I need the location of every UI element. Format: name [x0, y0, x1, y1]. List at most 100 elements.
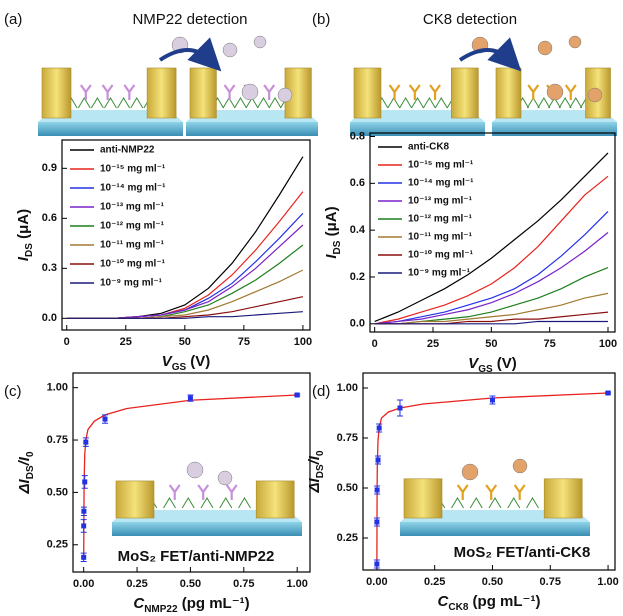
legend-label: 10⁻¹⁵ mg ml⁻¹ [100, 164, 166, 175]
label-part: /I [16, 456, 33, 466]
y-tick-label: 0.50 [337, 482, 358, 494]
data-point [605, 390, 611, 396]
lattice [507, 497, 521, 509]
data-line [374, 292, 609, 325]
data-point [376, 425, 382, 431]
lattice [451, 497, 464, 509]
axes-frame [72, 372, 311, 573]
inset-label: MoS₂ FET/anti-CK8 [454, 544, 591, 561]
data-line [374, 211, 609, 325]
label-part: (pg mL⁻¹) [468, 593, 540, 610]
label-part: DS [24, 243, 35, 257]
lattice [488, 497, 502, 509]
x-tick-label: 0.25 [126, 578, 147, 590]
y-tick-label: 0.75 [47, 434, 68, 446]
device-illustration [112, 480, 302, 536]
lattice [163, 497, 176, 509]
antibody [263, 84, 276, 100]
legend-label: 10⁻¹¹ mg ml⁻¹ [408, 232, 473, 243]
label-part: CK8 [448, 602, 468, 613]
label-part: V [468, 355, 480, 372]
lattice [569, 97, 583, 109]
biomarker [546, 83, 564, 101]
substrate [492, 122, 617, 136]
electrode [189, 67, 217, 119]
lattice [422, 97, 436, 109]
lattice [238, 497, 251, 509]
electrode [450, 67, 479, 119]
x-tick-label: 50 [179, 336, 191, 348]
antibody [197, 484, 210, 500]
lattice [77, 97, 91, 109]
antibody [429, 84, 441, 100]
substrate-top [400, 510, 590, 522]
antibody [225, 484, 238, 500]
x-tick-label: 0.75 [540, 576, 561, 588]
panel-title: CK8 detection [423, 11, 517, 28]
electrode [146, 67, 177, 119]
arrow [458, 37, 522, 72]
substrate-top [38, 110, 183, 122]
antibody [223, 84, 236, 100]
x-tick-label: 0.75 [233, 578, 254, 590]
lattice [219, 497, 233, 509]
data-point [294, 392, 300, 398]
lattice [117, 97, 131, 109]
label-part: C [438, 593, 450, 610]
x-axis-label: VGS (V) [162, 353, 211, 373]
x-axis-label: CCK8 (pg mL⁻¹) [438, 593, 541, 613]
panel-label: (b) [312, 11, 330, 28]
label-part: DS [25, 465, 36, 479]
label-part: I [15, 256, 32, 261]
legend-label: 10⁻¹² mg ml⁻¹ [100, 221, 165, 232]
lattice [130, 97, 144, 109]
electrode [353, 67, 382, 119]
label-part: (μA) [323, 206, 340, 240]
arrow [158, 37, 222, 72]
biomarker [186, 461, 204, 479]
x-tick-label: 50 [485, 338, 497, 350]
device-illustration [492, 67, 617, 136]
y-tick-label: 1.00 [47, 382, 68, 394]
data-point [81, 508, 87, 514]
lattice [558, 97, 572, 109]
electrode [115, 480, 155, 519]
device-illustration [350, 67, 485, 136]
y-tick-label: 0.50 [47, 486, 68, 498]
data-point [374, 519, 380, 525]
label-part: NMP22 [144, 604, 178, 615]
x-tick-label: 0 [64, 336, 70, 348]
label-part: ΔI [306, 477, 323, 493]
panel-title: NMP22 detection [132, 11, 247, 28]
x-tick-label: 25 [120, 336, 132, 348]
legend-label: 10⁻¹⁴ mg ml⁻¹ [100, 183, 166, 194]
data-point [81, 554, 87, 560]
data-line [66, 156, 304, 319]
x-tick-label: 0.25 [424, 576, 445, 588]
label-part: DS [332, 240, 343, 254]
data-line [374, 175, 609, 325]
x-axis-label: CNMP22 (pg mL⁻¹) [133, 595, 249, 615]
y-tick-label: 1.00 [337, 382, 358, 394]
biomarker [241, 83, 259, 101]
x-tick-label: 0.00 [366, 576, 387, 588]
data-point [187, 395, 193, 401]
legend-label: 10⁻⁹ mg ml⁻¹ [408, 268, 471, 279]
legend-label: anti-NMP22 [100, 145, 155, 156]
legend-label: 10⁻¹³ mg ml⁻¹ [408, 196, 473, 207]
electrode [543, 478, 583, 519]
legend-label: 10⁻¹³ mg ml⁻¹ [100, 202, 165, 213]
label-part: (V) [186, 353, 210, 370]
antibody [123, 84, 136, 100]
biomarker [568, 35, 582, 49]
data-point [489, 397, 495, 403]
biomarker [461, 463, 479, 481]
x-tick-label: 0.50 [180, 578, 201, 590]
substrate-top [112, 510, 302, 522]
antibody [456, 484, 469, 500]
lattice [268, 97, 282, 109]
y-tick-label: 0.9 [42, 162, 57, 174]
y-tick-label: 0.2 [350, 271, 365, 283]
label-part: GS [478, 364, 493, 375]
label-part: ΔI [16, 478, 33, 494]
